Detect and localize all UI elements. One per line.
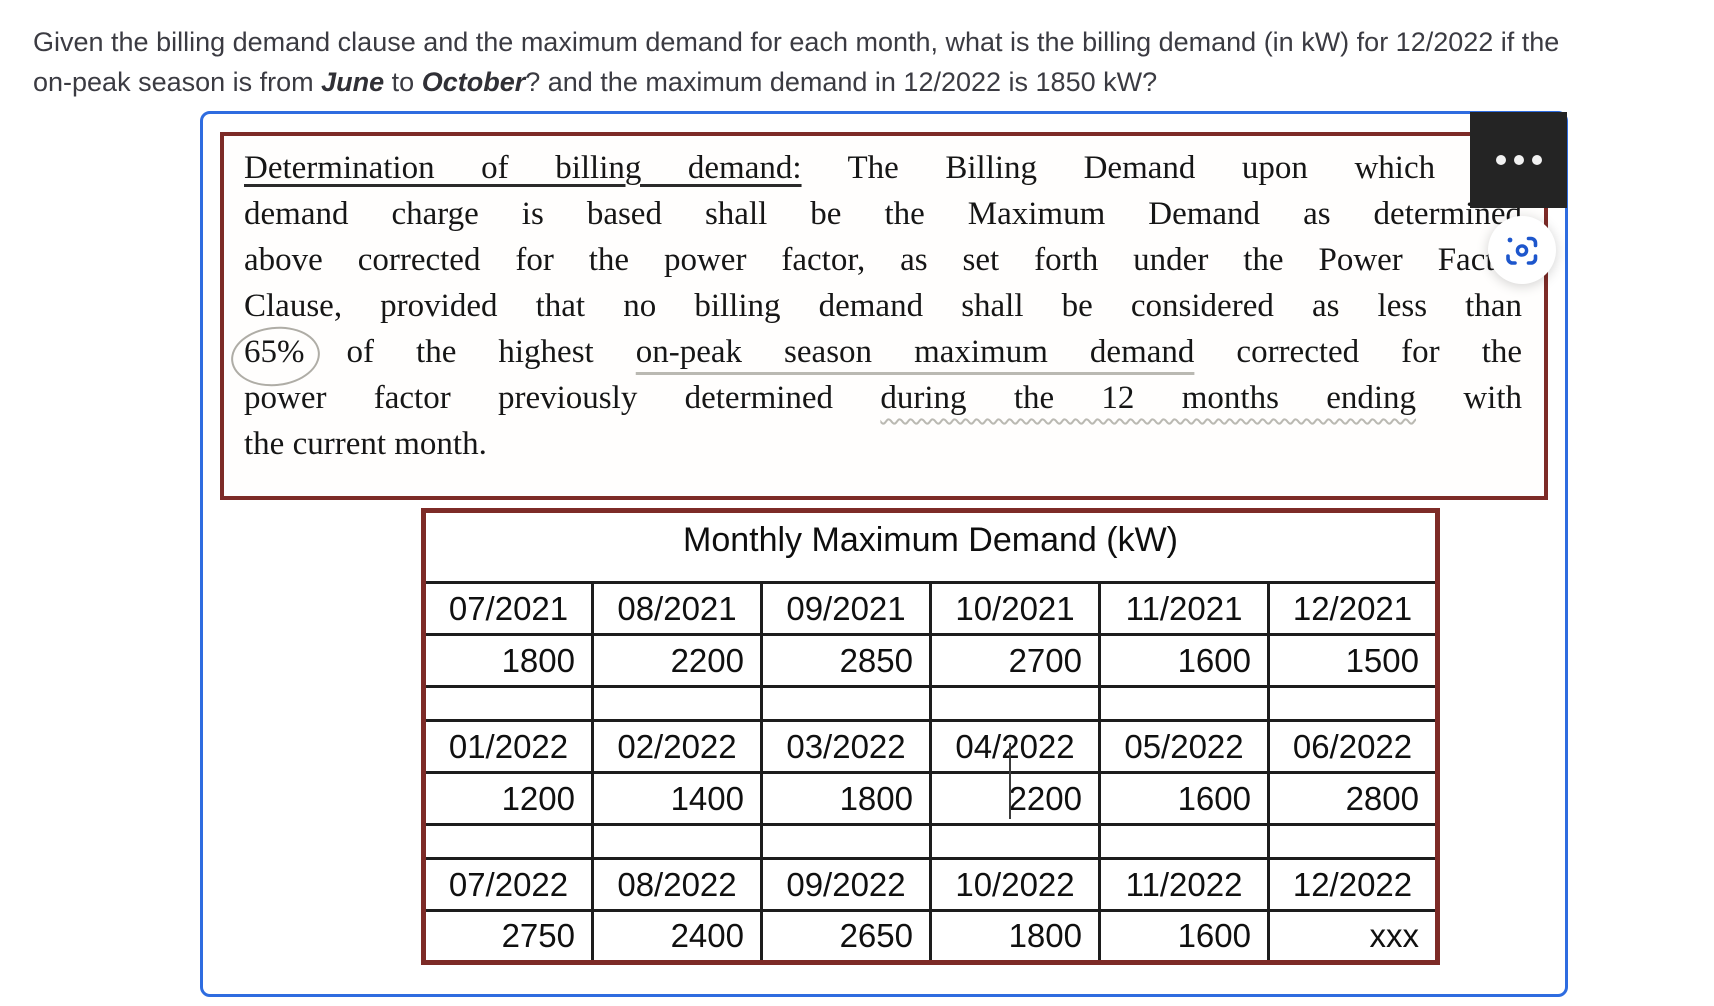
question-line-1-text: Given the billing demand clause and the … bbox=[33, 27, 1560, 57]
empty-cell bbox=[929, 685, 1101, 722]
value-cell: 1800 bbox=[929, 909, 1101, 964]
clause-line: Determination of billing demand: The Bil… bbox=[244, 145, 1522, 191]
clause-text: above corrected for the power factor, as… bbox=[244, 242, 1522, 278]
clause-line: demand charge is based shall be the Maxi… bbox=[244, 191, 1522, 237]
value-cell: 1800 bbox=[422, 633, 594, 688]
empty-cell bbox=[1098, 823, 1270, 860]
table-title: Monthly Maximum Demand (kW) bbox=[422, 509, 1439, 584]
value-cell: 1500 bbox=[1267, 633, 1439, 688]
pencil-scribble-text: during the 12 months ending bbox=[880, 380, 1417, 416]
table-month-row: 01/2022 02/2022 03/2022 04/2022 05/2022 … bbox=[422, 719, 1439, 774]
empty-cell bbox=[760, 823, 932, 860]
question-text: Given the billing demand clause and the … bbox=[33, 22, 1705, 102]
clause-line: 65% of the highest on-peak season maximu… bbox=[244, 329, 1522, 375]
month-cell: 02/2022 bbox=[591, 719, 763, 774]
month-cell: 11/2021 bbox=[1098, 581, 1270, 636]
table-value-row: 1200 1400 1800 2200 1600 2800 bbox=[422, 771, 1439, 826]
billing-clause-document: Determination of billing demand: The Bil… bbox=[220, 132, 1548, 500]
month-cell: 03/2022 bbox=[760, 719, 932, 774]
question-line-2: on-peak season is from June to October? … bbox=[33, 62, 1705, 102]
clause-line: above corrected for the power factor, as… bbox=[244, 237, 1522, 283]
empty-cell bbox=[591, 823, 763, 860]
value-cell: 2200 bbox=[929, 771, 1101, 826]
month-cell: 12/2022 bbox=[1267, 857, 1439, 912]
clause-text: The Billing Demand upon which the bbox=[801, 150, 1522, 186]
month-cell: 01/2022 bbox=[422, 719, 594, 774]
month-cell: 06/2022 bbox=[1267, 719, 1439, 774]
month-cell: 09/2022 bbox=[760, 857, 932, 912]
table-value-row: 2750 2400 2650 1800 1600 xxx bbox=[422, 909, 1439, 964]
table-month-row: 07/2021 08/2021 09/2021 10/2021 11/2021 … bbox=[422, 581, 1439, 636]
empty-cell bbox=[760, 685, 932, 722]
value-cell: 2850 bbox=[760, 633, 932, 688]
value-cell: 1600 bbox=[1098, 771, 1270, 826]
ellipsis-icon bbox=[1495, 155, 1542, 165]
value-cell: 2400 bbox=[591, 909, 763, 964]
empty-cell bbox=[1267, 685, 1439, 722]
empty-cell bbox=[422, 823, 594, 860]
empty-cell bbox=[591, 685, 763, 722]
clause-text: with bbox=[1416, 380, 1522, 416]
table-month-row: 07/2022 08/2022 09/2022 10/2022 11/2022 … bbox=[422, 857, 1439, 912]
clause-line: power factor previously determined durin… bbox=[244, 375, 1522, 421]
clause-text: corrected for the bbox=[1194, 334, 1523, 370]
month-cell: 10/2021 bbox=[929, 581, 1101, 636]
clause-line: Clause, provided that no billing demand … bbox=[244, 283, 1522, 329]
month-cell: 04/2022 bbox=[929, 719, 1101, 774]
value-cell: 2750 bbox=[422, 909, 594, 964]
scan-caret-artifact bbox=[1009, 743, 1011, 819]
month-cell: 08/2021 bbox=[591, 581, 763, 636]
monthly-demand-table: Monthly Maximum Demand (kW) 07/2021 08/2… bbox=[421, 508, 1440, 965]
month-cell: 11/2022 bbox=[1098, 857, 1270, 912]
month-cell: 07/2022 bbox=[422, 857, 594, 912]
month-cell: 09/2021 bbox=[760, 581, 932, 636]
clause-heading: Determination of billing demand: bbox=[244, 150, 802, 186]
month-cell: 12/2021 bbox=[1267, 581, 1439, 636]
clause-text: the current month. bbox=[244, 426, 487, 462]
value-cell: 1400 bbox=[591, 771, 763, 826]
empty-cell bbox=[1098, 685, 1270, 722]
table-spacer-row bbox=[422, 823, 1439, 860]
pencil-underlined-text: on-peak season maximum demand bbox=[635, 334, 1195, 370]
value-cell: 2800 bbox=[1267, 771, 1439, 826]
clause-line: the current month. bbox=[244, 421, 1522, 467]
month-cell: 07/2021 bbox=[422, 581, 594, 636]
month-cell: 08/2022 bbox=[591, 857, 763, 912]
question-emphasis-october: October bbox=[421, 67, 526, 97]
table-value-row: 1800 2200 2850 2700 1600 1500 bbox=[422, 633, 1439, 688]
more-options-button[interactable] bbox=[1470, 112, 1567, 208]
visual-search-lens-icon bbox=[1506, 236, 1538, 265]
value-cell: xxx bbox=[1267, 909, 1439, 964]
empty-cell bbox=[1267, 823, 1439, 860]
table-spacer-row bbox=[422, 685, 1439, 722]
empty-cell bbox=[929, 823, 1101, 860]
visual-search-button[interactable] bbox=[1488, 216, 1556, 284]
image-attachment: Determination of billing demand: The Bil… bbox=[200, 111, 1568, 997]
clause-text: Clause, provided that no billing demand … bbox=[244, 288, 1522, 324]
question-line-2-mid: to bbox=[384, 67, 422, 97]
clause-text: demand charge is based shall be the Maxi… bbox=[244, 196, 1522, 232]
clause-text: of the highest bbox=[304, 334, 636, 370]
question-line-1: Given the billing demand clause and the … bbox=[33, 22, 1705, 62]
value-cell: 1600 bbox=[1098, 909, 1270, 964]
value-cell: 2650 bbox=[760, 909, 932, 964]
value-cell: 1600 bbox=[1098, 633, 1270, 688]
value-cell: 1200 bbox=[422, 771, 594, 826]
value-cell: 1800 bbox=[760, 771, 932, 826]
month-cell: 05/2022 bbox=[1098, 719, 1270, 774]
question-line-2-post: ? and the maximum demand in 12/2022 is 1… bbox=[525, 67, 1158, 97]
value-cell: 2700 bbox=[929, 633, 1101, 688]
value-cell: 2200 bbox=[591, 633, 763, 688]
clause-text: power factor previously determined bbox=[244, 380, 881, 416]
month-cell: 10/2022 bbox=[929, 857, 1101, 912]
question-emphasis-june: June bbox=[321, 67, 385, 97]
empty-cell bbox=[422, 685, 594, 722]
question-line-2-pre: on-peak season is from bbox=[33, 67, 322, 97]
pencil-circled-percentage: 65% bbox=[244, 334, 305, 370]
table-title-row: Monthly Maximum Demand (kW) bbox=[422, 509, 1439, 584]
